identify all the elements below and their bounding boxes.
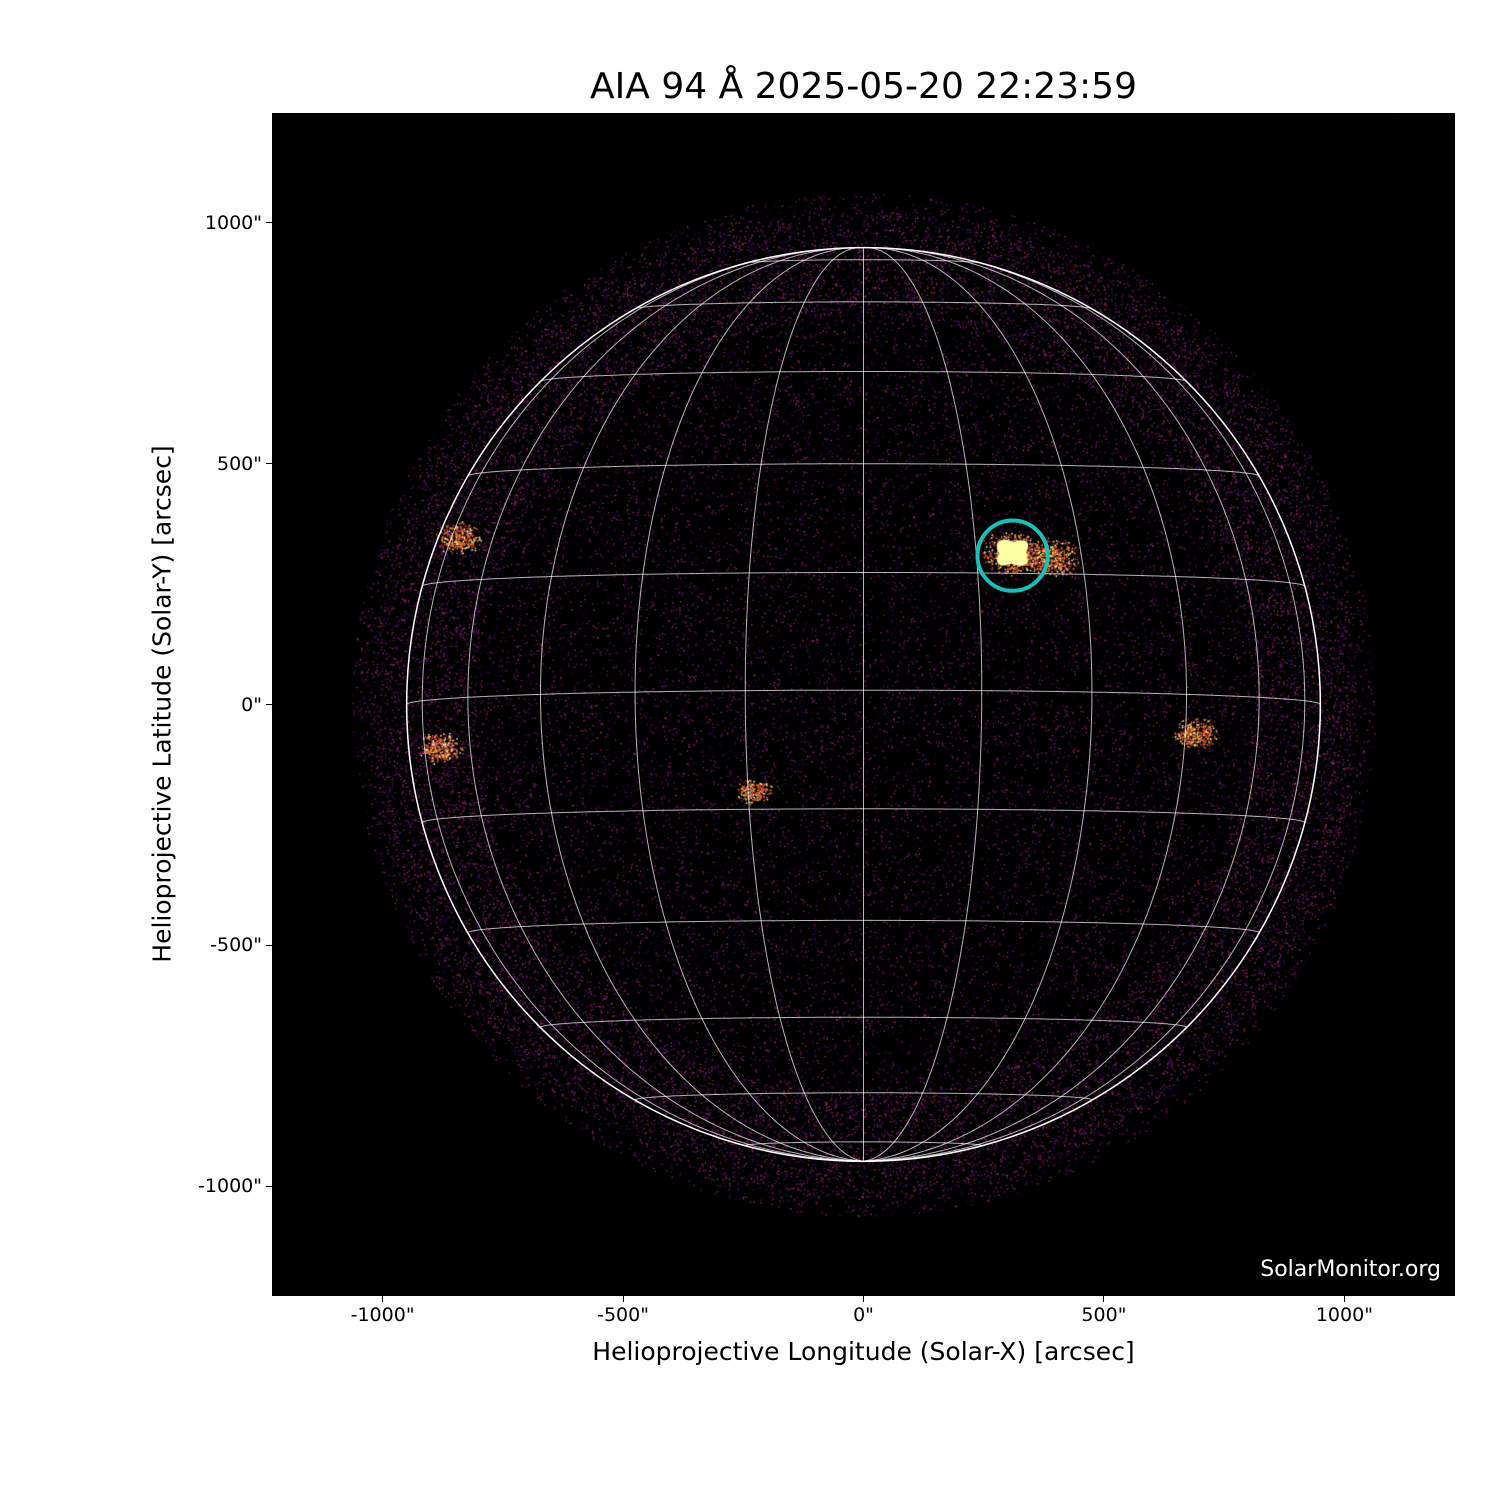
longitude-grid-line xyxy=(863,247,1187,1162)
x-tick-label: 500" xyxy=(1081,1304,1127,1326)
y-tick-mark xyxy=(266,222,272,224)
x-tick-mark xyxy=(1103,1296,1105,1302)
coordinate-grid-overlay xyxy=(405,246,1322,1163)
y-tick-label: -500" xyxy=(210,934,262,957)
y-tick-mark xyxy=(266,944,272,946)
y-tick-mark xyxy=(266,463,272,465)
x-axis-label: Helioprojective Longitude (Solar-X) [arc… xyxy=(592,1337,1135,1366)
x-tick-mark xyxy=(863,1296,864,1302)
longitude-grid-line xyxy=(634,247,864,1162)
longitude-grid-line xyxy=(406,696,864,1162)
longitude-grid-line xyxy=(863,696,1321,1162)
y-axis-label: Helioprojective Latitude (Solar-Y) [arcs… xyxy=(147,445,177,963)
y-tick-label: 0" xyxy=(241,693,262,716)
x-tick-label: 0" xyxy=(853,1304,874,1326)
y-tick-mark xyxy=(266,1185,272,1187)
x-tick-label: -500" xyxy=(597,1304,649,1326)
longitude-grid-line xyxy=(540,247,864,1162)
y-tick-label: 1000" xyxy=(204,211,262,234)
x-tick-mark xyxy=(1343,1296,1345,1302)
longitude-grid-line xyxy=(863,250,1306,1162)
longitude-grid-line xyxy=(744,247,864,1162)
longitude-grid-line xyxy=(863,247,983,1162)
solar-limb xyxy=(405,246,1322,1163)
longitude-grid-line xyxy=(421,250,864,1162)
longitude-grid-line xyxy=(863,248,1260,1162)
solar-image-axes: SolarMonitor.org xyxy=(272,113,1455,1296)
x-tick-mark xyxy=(382,1296,384,1302)
y-tick-mark xyxy=(266,704,272,705)
x-tick-label: 1000" xyxy=(1315,1304,1373,1326)
longitude-grid-line xyxy=(467,248,864,1162)
chart-title: AIA 94 Å 2025-05-20 22:23:59 xyxy=(590,66,1137,107)
x-tick-label: -1000" xyxy=(350,1304,415,1326)
watermark: SolarMonitor.org xyxy=(1260,1257,1441,1282)
y-tick-label: -1000" xyxy=(198,1175,262,1198)
y-tick-label: 500" xyxy=(216,452,262,475)
longitude-grid-line xyxy=(863,247,1093,1162)
flare-region-marker xyxy=(975,518,1050,593)
x-tick-mark xyxy=(622,1296,624,1302)
